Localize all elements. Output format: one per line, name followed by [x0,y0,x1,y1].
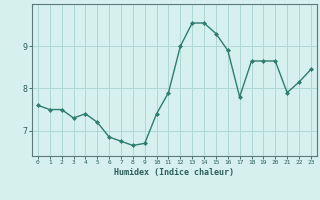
X-axis label: Humidex (Indice chaleur): Humidex (Indice chaleur) [115,168,234,177]
